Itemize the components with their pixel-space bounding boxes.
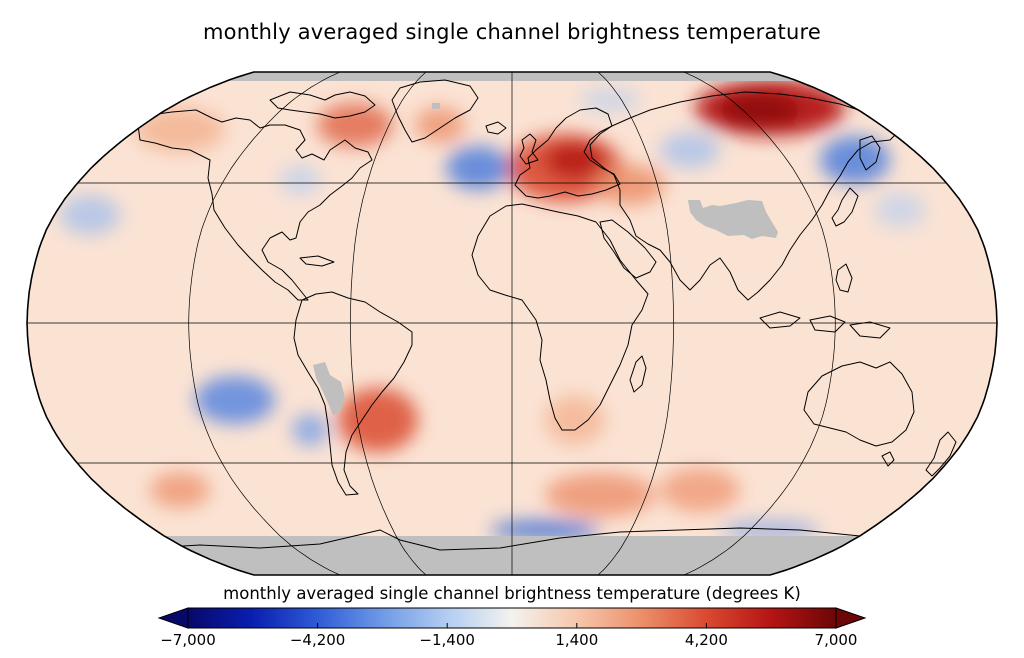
coastline-australia [803, 361, 915, 447]
coastline-uk [519, 133, 539, 165]
meridians [188, 72, 836, 575]
coastline-madagascar [629, 355, 647, 393]
anomaly-warm-siberia-core [720, 94, 800, 126]
anomaly-warm-alaska [135, 108, 225, 152]
colorbar-tick-label: −7,000 [160, 631, 216, 649]
anomaly-cool-south-pacific [195, 376, 275, 424]
coastline-greenland [391, 79, 479, 143]
no-data-andes [313, 362, 345, 415]
chart-title: monthly averaged single channel brightne… [203, 20, 821, 44]
colorbar-label: monthly averaged single channel brightne… [223, 584, 801, 603]
coastline-kamchatka [859, 135, 881, 171]
colorbar [157, 607, 867, 629]
no-data-greenland-patch [432, 103, 440, 109]
anomaly-cool-east-pacific [60, 195, 120, 235]
anomaly-warm-greenland [317, 103, 393, 147]
coastline-antarctica [149, 527, 901, 551]
coastline-arctic-islands [269, 91, 376, 119]
graticule [27, 72, 997, 575]
anomaly-cool-south-pacific-east [292, 414, 328, 446]
colorbar-tick-label: 7,000 [814, 631, 858, 649]
map-boundary [26, 71, 998, 576]
anomaly-warm-southwest-pacific [150, 472, 210, 508]
coastlines [137, 79, 957, 551]
coastline-arabia [599, 219, 657, 279]
coastline-philippines [835, 263, 853, 293]
anomaly-cool-southern-ocean [490, 520, 600, 540]
anomaly-warm-south-indian [660, 468, 740, 512]
colorbar-extend-high-arrow [835, 607, 867, 629]
anomaly-cool-western-pacific [875, 192, 925, 228]
coastline-caribbean [299, 255, 335, 267]
colorbar-extend-low-arrow [157, 607, 189, 629]
anomaly-cool-hudson [280, 166, 320, 194]
coastline-north-america [137, 109, 373, 301]
coastline-new-zealand [925, 431, 957, 477]
anomaly-warm-south-atlantic [545, 473, 655, 517]
colorbar-tick-label: 1,400 [555, 631, 599, 649]
anomaly-field [60, 80, 925, 540]
coastline-south-america [293, 291, 413, 496]
anomaly-warm-europe-core [545, 142, 605, 178]
anomaly-cool-central-asia [660, 132, 720, 168]
coastline-indonesia [759, 311, 891, 339]
anomaly-warm-southern-africa [545, 395, 605, 445]
colorbar-tick-label: −1,400 [419, 631, 475, 649]
coastline-tasmania [881, 451, 895, 467]
colorbar-gradient [187, 607, 837, 629]
anomaly-warm-north-atlantic-west [415, 107, 465, 143]
anomaly-cool-north-atlantic [446, 146, 510, 190]
no-data-tibet [688, 200, 778, 239]
anomaly-warm-caspian [595, 165, 665, 205]
coastline-japan [831, 187, 859, 227]
coastline-europe [514, 107, 621, 199]
anomaly-cool-kamchatka [820, 136, 890, 184]
coastline-africa [471, 203, 649, 431]
coastline-iceland [485, 121, 507, 135]
colorbar-tick-label: 4,200 [684, 631, 728, 649]
coastline-asia [589, 91, 901, 301]
anomaly-warm-south-america [338, 388, 418, 452]
colorbar-tick-label: −4,200 [289, 631, 346, 649]
